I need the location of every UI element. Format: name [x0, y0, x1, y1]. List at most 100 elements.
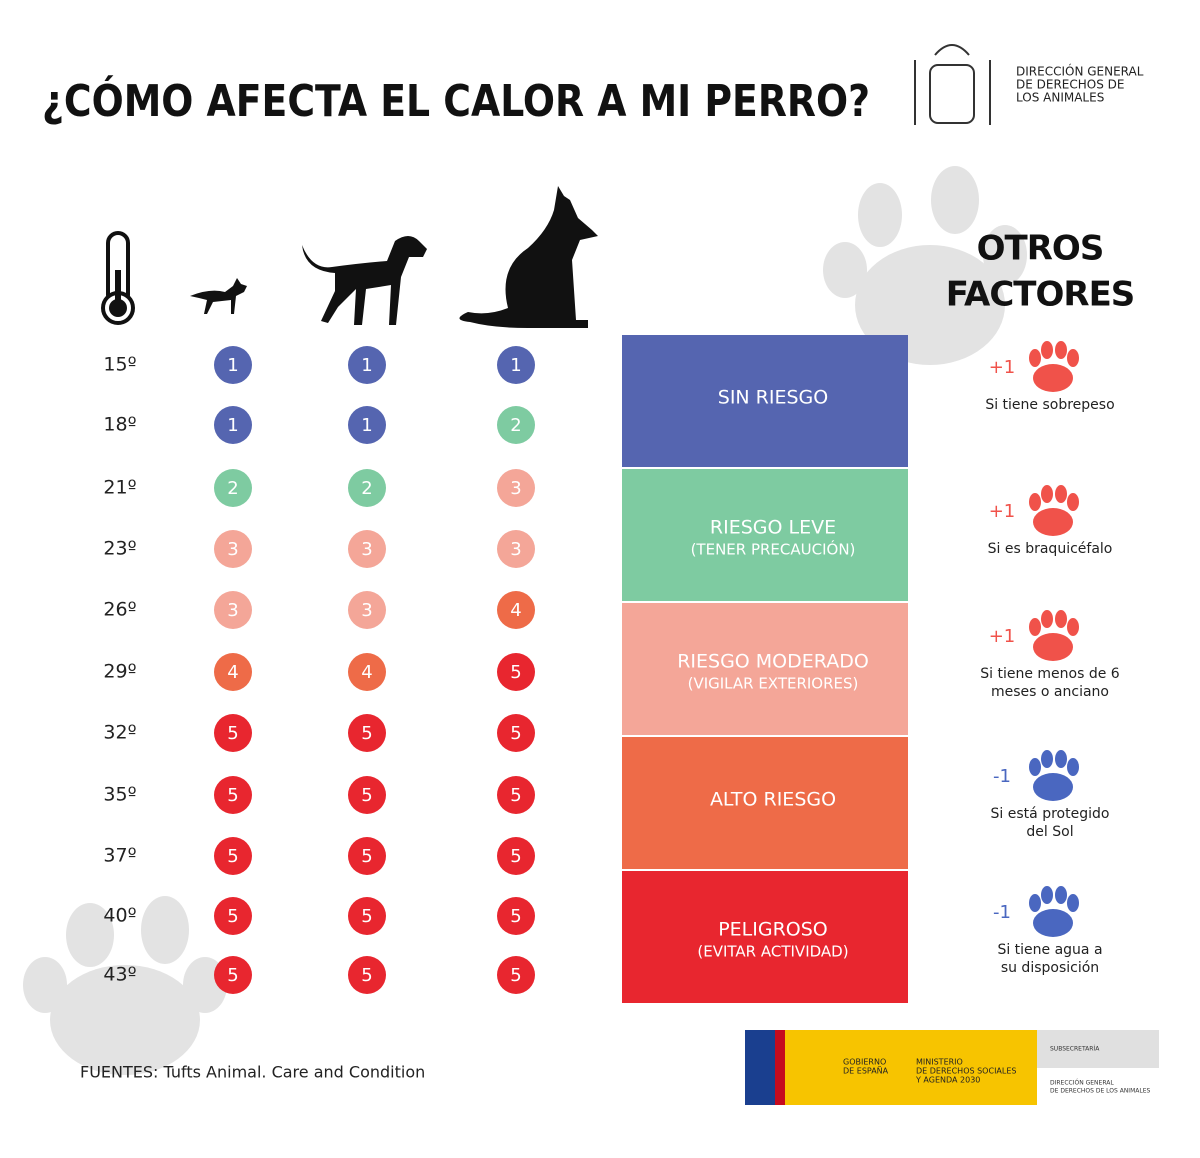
paw-pad	[1067, 618, 1079, 636]
risk-badge	[348, 346, 386, 384]
paw-pad	[1029, 894, 1041, 912]
factors-title: FACTORES	[946, 275, 1135, 315]
risk-level: 5	[510, 785, 521, 806]
risk-level: 5	[227, 906, 238, 927]
factor-modifier: +1	[989, 357, 1016, 378]
gov-text: DE ESPAÑA	[843, 1066, 889, 1076]
risk-block	[622, 737, 908, 869]
temperature: 40º	[103, 905, 136, 927]
risk-badge	[348, 530, 386, 568]
paw-pad	[1055, 610, 1067, 628]
risk-badge	[214, 530, 252, 568]
temperature: 35º	[103, 784, 136, 806]
risk-badge	[214, 653, 252, 691]
risk-badge	[214, 346, 252, 384]
logo-red	[775, 1030, 785, 1105]
risk-badge	[214, 837, 252, 875]
paw-pad	[1033, 909, 1073, 937]
temperature: 32º	[103, 722, 136, 744]
factors-title: OTROS	[977, 229, 1104, 269]
risk-level: 2	[227, 478, 238, 499]
risk-badge	[497, 346, 535, 384]
risk-badge	[497, 956, 535, 994]
dg-text: DIRECCIÓN GENERAL	[1050, 1080, 1114, 1087]
risk-label: RIESGO MODERADO	[677, 651, 869, 673]
risk-level: 2	[361, 478, 372, 499]
risk-badge	[348, 591, 386, 629]
factor-text: su disposición	[1001, 960, 1099, 976]
risk-level: 5	[510, 846, 521, 867]
paw-icon	[1029, 610, 1079, 661]
coat-of-arms	[914, 44, 991, 125]
risk-level: 5	[510, 662, 521, 683]
risk-level: 5	[361, 906, 372, 927]
temperature: 26º	[103, 599, 136, 621]
risk-block	[622, 469, 908, 601]
ministry-text: DE DERECHOS SOCIALES	[916, 1067, 1017, 1076]
ministry-text: MINISTERIO	[916, 1058, 963, 1067]
large-dog-icon	[459, 186, 598, 328]
risk-badge	[497, 530, 535, 568]
risk-level: 5	[510, 723, 521, 744]
risk-badge	[348, 897, 386, 935]
risk-block	[622, 603, 908, 735]
risk-level: 1	[361, 355, 372, 376]
risk-badge	[497, 837, 535, 875]
factor-modifier: -1	[993, 766, 1011, 787]
risk-level: 1	[227, 415, 238, 436]
risk-level: 3	[510, 478, 521, 499]
temperature: 21º	[103, 477, 136, 499]
org-name: DE DERECHOS DE	[1016, 78, 1124, 92]
factor-text: Si tiene sobrepeso	[985, 397, 1114, 413]
risk-level: 5	[361, 846, 372, 867]
logo-sub	[1037, 1030, 1159, 1068]
medium-dog-icon	[302, 236, 427, 325]
logo-flag	[745, 1030, 775, 1105]
risk-badge	[348, 776, 386, 814]
org-name: LOS ANIMALES	[1016, 91, 1104, 105]
risk-level: 5	[361, 965, 372, 986]
risk-level: 3	[227, 600, 238, 621]
risk-level: 5	[227, 785, 238, 806]
risk-badge	[497, 776, 535, 814]
risk-label: ALTO RIESGO	[710, 789, 836, 811]
risk-level: 5	[361, 785, 372, 806]
risk-badge	[348, 956, 386, 994]
risk-badge	[214, 956, 252, 994]
paw-pad	[1055, 485, 1067, 503]
temperature: 43º	[103, 964, 136, 986]
risk-badge	[348, 469, 386, 507]
paw-pad	[1033, 633, 1073, 661]
risk-level: 4	[361, 662, 372, 683]
risk-level: 5	[227, 846, 238, 867]
paw-pad	[1055, 341, 1067, 359]
risk-level: 1	[227, 355, 238, 376]
temperature: 18º	[103, 414, 136, 436]
risk-badge	[348, 714, 386, 752]
risk-level: 3	[361, 539, 372, 560]
risk-sub: (VIGILAR EXTERIORES)	[688, 675, 859, 693]
paw-icon	[1029, 886, 1079, 937]
risk-badge	[214, 406, 252, 444]
org-name: DIRECCIÓN GENERAL	[1016, 64, 1144, 79]
temperature: 15º	[103, 354, 136, 376]
page-title: ¿CÓMO AFECTA EL CALOR A MI PERRO?	[42, 74, 870, 127]
paw-pad	[1067, 493, 1079, 511]
logo-bg	[745, 1030, 1037, 1105]
paw-pad	[1041, 750, 1053, 768]
risk-badge	[497, 714, 535, 752]
risk-badge	[497, 897, 535, 935]
risk-level: 5	[510, 906, 521, 927]
factor-text: Si tiene menos de 6	[980, 666, 1120, 682]
paw-pad	[1041, 886, 1053, 904]
paw-pad	[1029, 758, 1041, 776]
dg-text: DE DERECHOS DE LOS ANIMALES	[1050, 1088, 1150, 1095]
paw-icon	[1029, 485, 1079, 536]
risk-badge	[214, 776, 252, 814]
risk-block	[622, 335, 908, 467]
risk-badge	[348, 837, 386, 875]
temperature: 23º	[103, 538, 136, 560]
paw-pad	[1055, 886, 1067, 904]
bg-paw	[23, 896, 227, 1075]
